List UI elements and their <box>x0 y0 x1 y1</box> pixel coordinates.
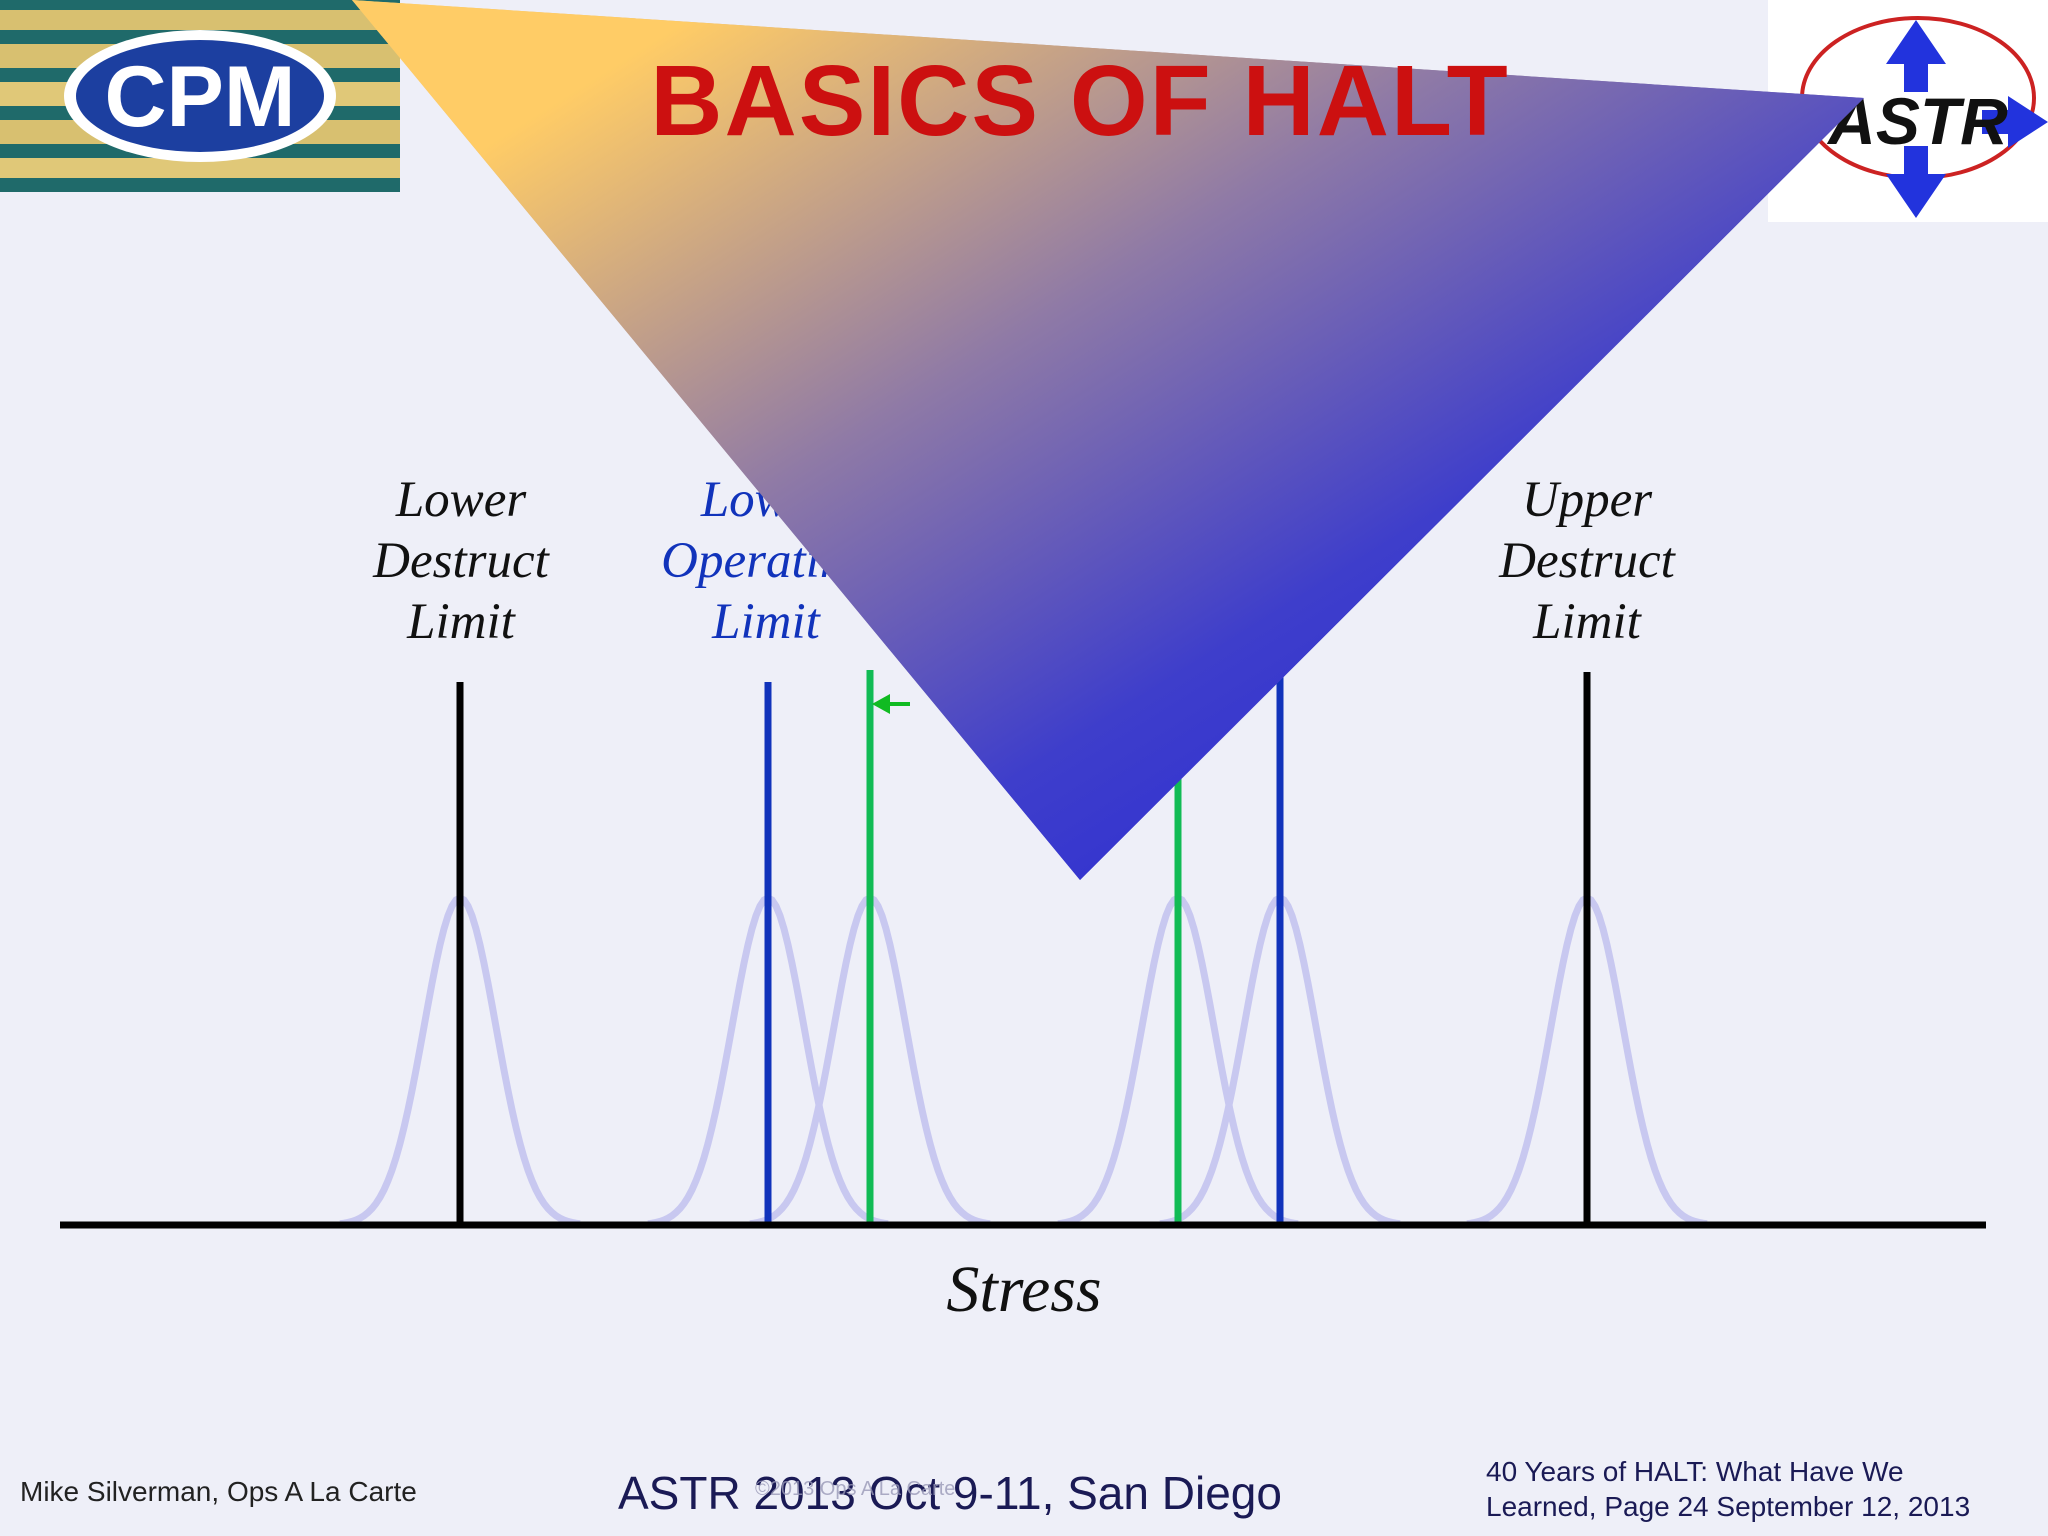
talk-info: 40 Years of HALT: What Have We Learned, … <box>1486 1456 1971 1522</box>
astr-logo-text: ASTR <box>1826 84 2008 158</box>
stress-axis-label: Stress <box>946 1253 1102 1326</box>
lower-destruct-limit-label: Lower Destruct Limit <box>373 472 549 650</box>
cpm-logo-text: CPM <box>104 49 295 145</box>
copyright-watermark: ©2013 Ops A La Carte <box>755 1478 956 1500</box>
limit-lines <box>456 670 1591 1225</box>
astr-logo: ASTR <box>1768 0 2048 222</box>
upper-destruct-limit-label: Upper Destruct Limit <box>1499 472 1675 650</box>
conference-info: ASTR 2013 Oct 9-11, San Diego <box>618 1467 1282 1519</box>
slide-title: BASICS OF HALT <box>650 45 1510 157</box>
green-arrowhead <box>872 694 890 714</box>
gradient-triangle <box>352 0 1864 880</box>
presenter-credit: Mike Silverman, Ops A La Carte <box>20 1476 417 1507</box>
cpm-logo-banner: CPM <box>0 0 400 192</box>
astr-logo-graphic: ASTR <box>1800 16 2048 218</box>
